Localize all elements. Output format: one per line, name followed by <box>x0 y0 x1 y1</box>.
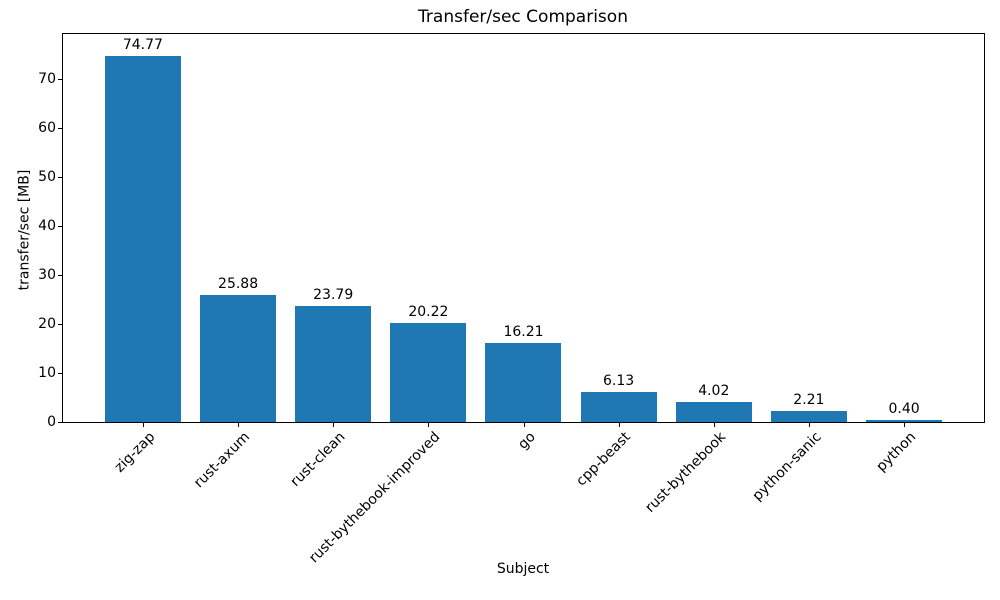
bar-value-label: 4.02 <box>698 383 730 400</box>
plot-area: 74.77 zig-zap 25.88 rust-axum 23.79 rust-clea… <box>38 33 985 566</box>
bar-value-label: 6.13 <box>603 373 635 389</box>
x-tick-mark <box>428 423 430 427</box>
x-tick-label: rust-axum <box>191 429 254 492</box>
y-tick-mark <box>58 79 62 81</box>
bar-value-label: 74.77 <box>122 36 163 53</box>
bar-value-label: 25.88 <box>218 276 259 293</box>
bar <box>390 322 467 422</box>
bar-value-label: 20.22 <box>408 303 449 320</box>
x-tick-label: python-sanic <box>749 429 825 505</box>
bar-value-label: 16.21 <box>503 323 544 340</box>
bar <box>675 402 752 422</box>
y-tick-mark <box>58 275 62 276</box>
y-tick-mark <box>58 324 62 325</box>
y-tick-label: 40 <box>38 218 56 234</box>
x-tick-mark <box>808 423 810 427</box>
bar-value-label: 23.79 <box>313 286 354 303</box>
bar <box>580 392 657 422</box>
x-tick-mark <box>238 423 240 427</box>
bar <box>104 55 181 422</box>
y-tick-label: 30 <box>38 267 56 283</box>
y-tick-mark <box>58 177 62 179</box>
x-tick-mark <box>618 423 620 427</box>
y-tick-label: 60 <box>38 120 56 137</box>
y-tick-label: 70 <box>38 71 56 88</box>
bar-value-label: 0.40 <box>888 401 920 417</box>
x-tick-mark <box>142 423 144 427</box>
bar <box>295 305 372 422</box>
x-tick-label: rust-bythebook <box>642 429 730 516</box>
bar <box>866 420 943 422</box>
x-tick-mark <box>713 423 715 427</box>
x-tick-label: python <box>873 429 920 475</box>
y-tick-mark <box>58 226 62 227</box>
x-tick-label: rust-clean <box>287 429 349 490</box>
x-tick-mark <box>904 423 906 427</box>
y-tick-label: 50 <box>38 169 56 186</box>
x-axis-label: Subject <box>496 561 550 577</box>
x-tick-mark <box>333 423 335 427</box>
chart-title: Transfer/sec Comparison <box>418 7 628 27</box>
bar <box>770 411 847 422</box>
x-tick-label: cpp-beast <box>573 429 634 490</box>
y-tick-mark <box>58 373 62 374</box>
x-tick-mark <box>523 423 525 427</box>
x-tick-label: zig-zap <box>111 429 159 476</box>
y-tick-label: 20 <box>38 316 56 332</box>
bar <box>485 342 562 422</box>
y-tick-mark <box>58 422 62 423</box>
x-tick-label: go <box>515 429 539 453</box>
bar-value-label: 2.21 <box>793 392 825 409</box>
y-tick-mark <box>58 128 62 130</box>
y-tick-label: 0 <box>47 414 56 430</box>
bar <box>200 295 277 422</box>
y-tick-label: 10 <box>38 365 56 381</box>
